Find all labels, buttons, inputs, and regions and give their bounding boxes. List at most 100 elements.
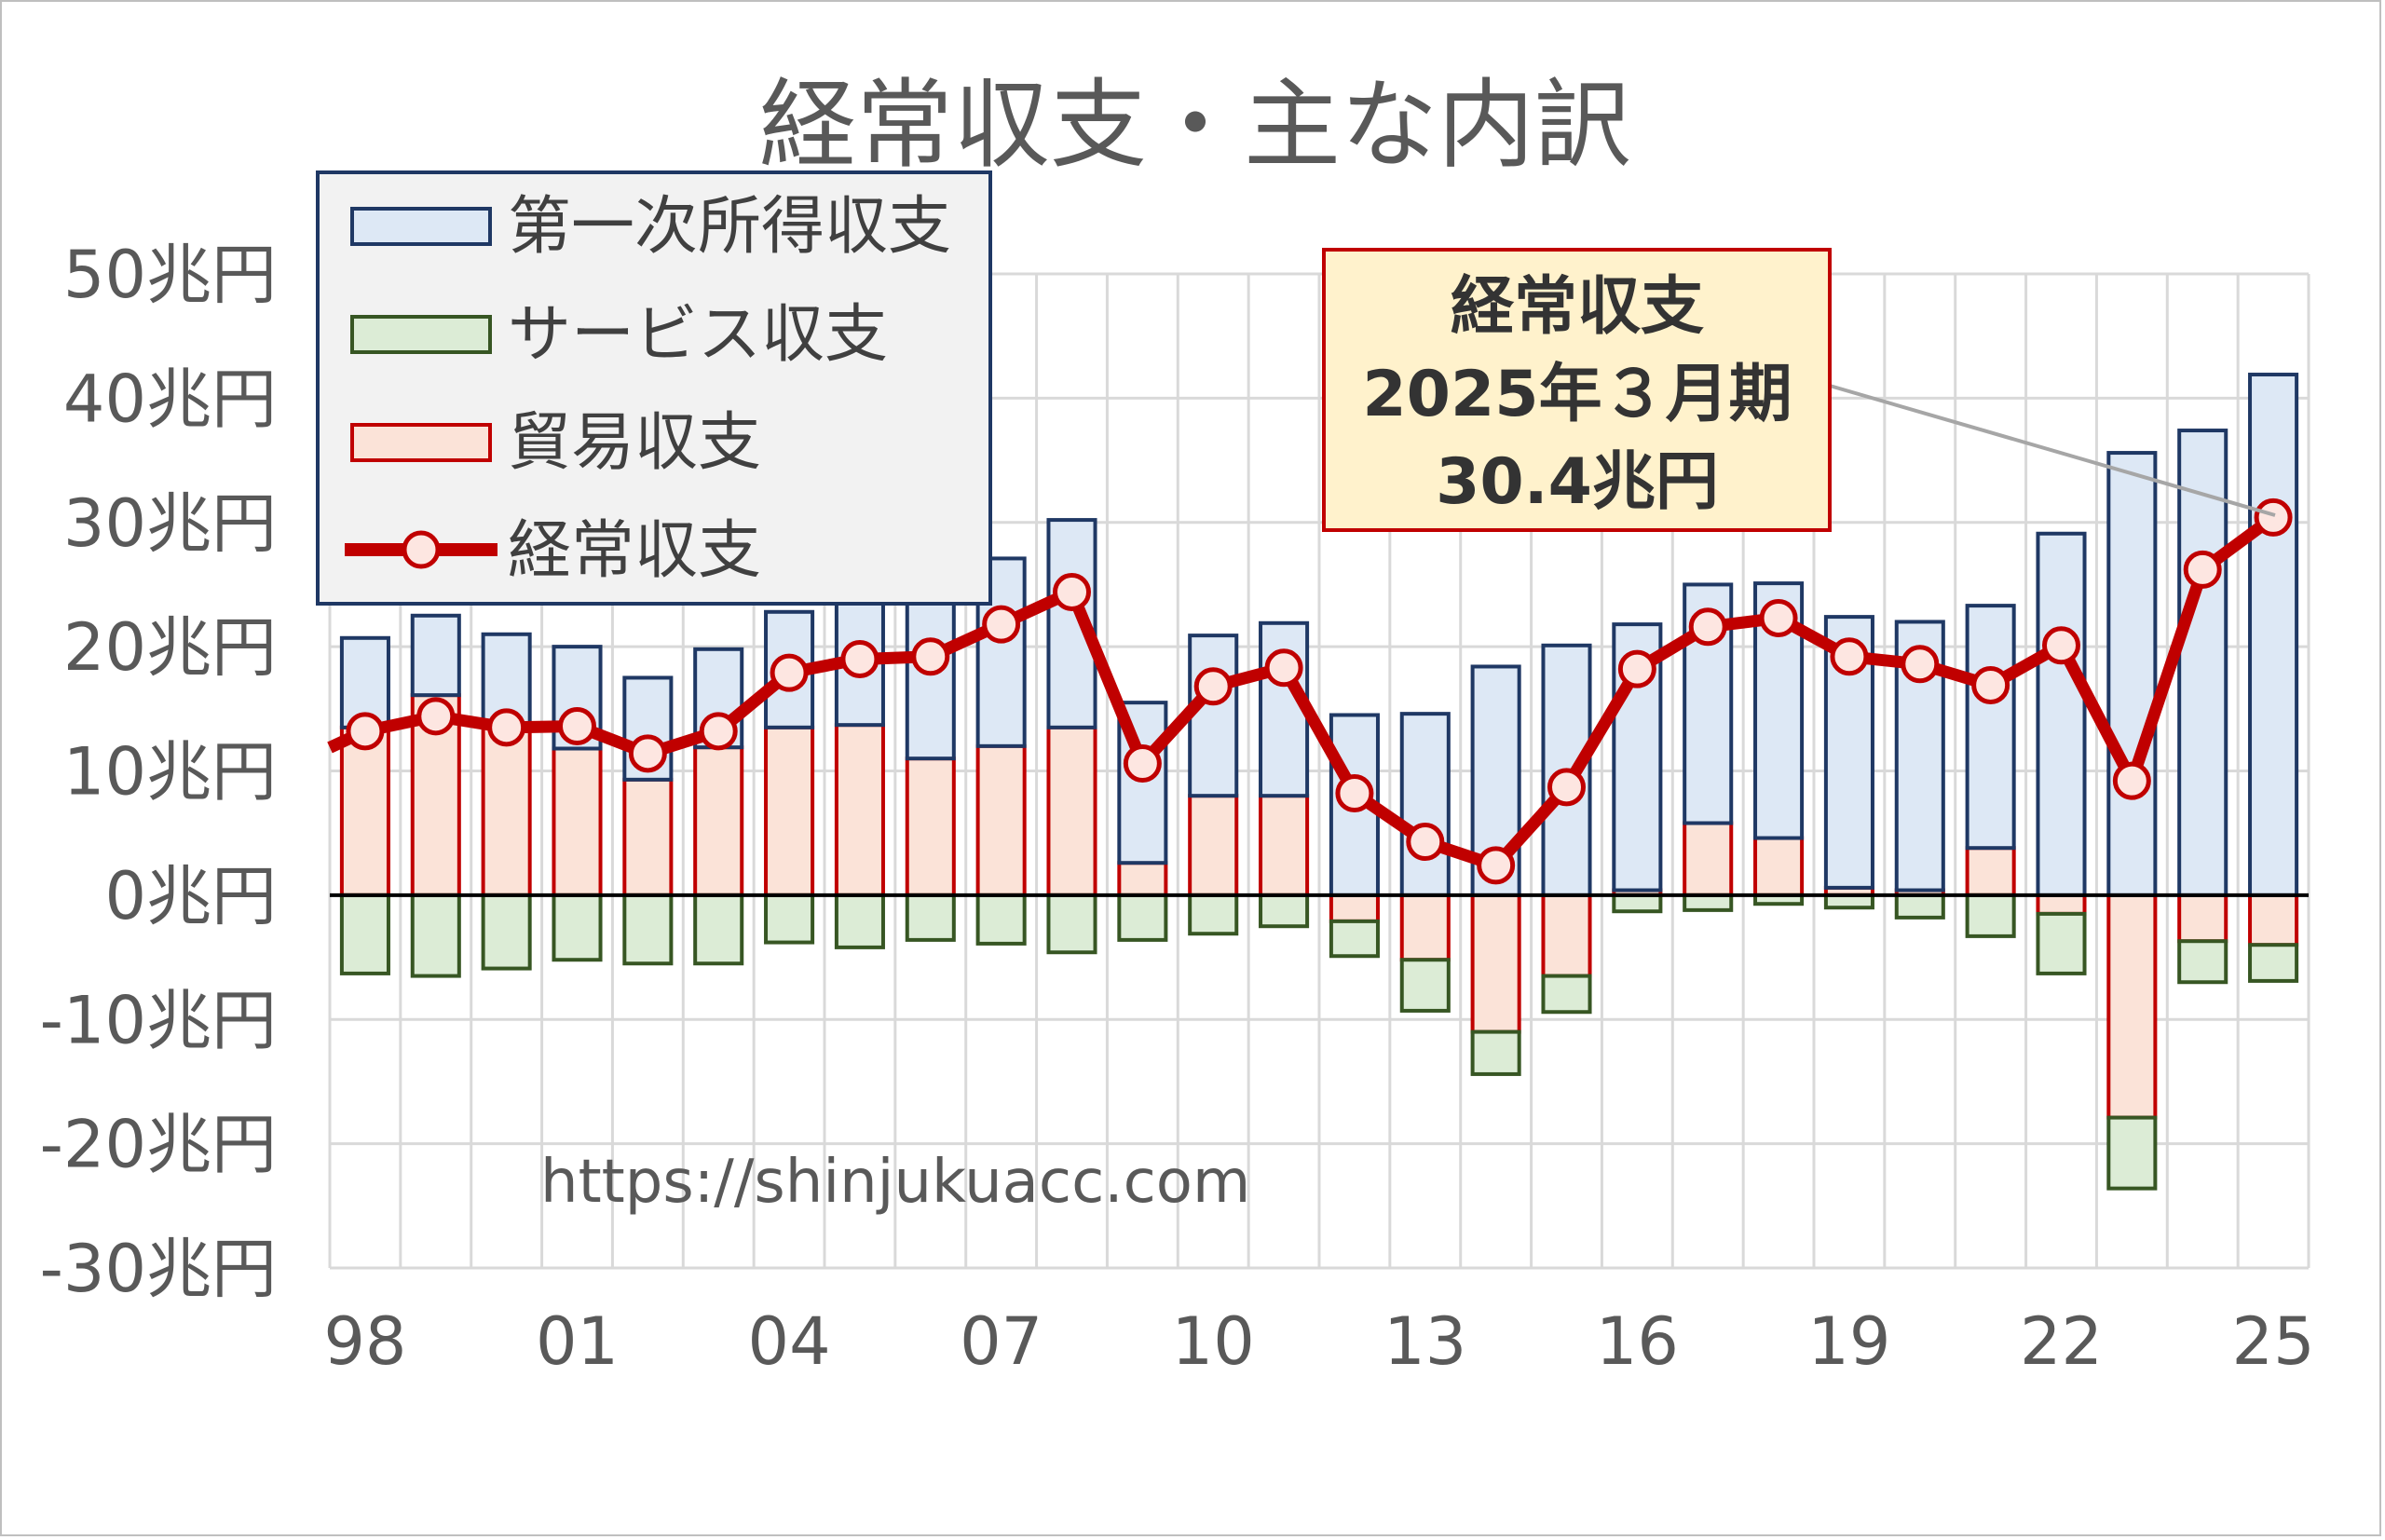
legend-swatch-primary-income — [350, 207, 492, 246]
marker-current-account — [346, 712, 385, 751]
bar-services-balance — [1541, 974, 1592, 1015]
bar-trade-balance — [1470, 893, 1521, 1034]
bar-services-balance — [552, 893, 603, 962]
legend-swatch-services — [350, 315, 492, 354]
bars — [339, 373, 2299, 1191]
marker-current-account — [2254, 497, 2293, 537]
bar-services-balance — [2106, 1115, 2158, 1191]
chart-title: 経常収支・主な内訳 — [759, 68, 1631, 182]
x-tick-label: 98 — [323, 1303, 406, 1380]
bar-primary-income — [1399, 712, 1451, 897]
marker-current-account — [2183, 550, 2222, 589]
marker-current-account — [1053, 572, 1091, 611]
bar-trade-balance — [1965, 846, 2016, 897]
marker-current-account — [1477, 846, 1516, 885]
bar-trade-balance — [481, 724, 532, 897]
marker-current-account — [1688, 607, 1727, 647]
callout-line-2: 2025年３月期 — [1362, 358, 1792, 431]
marker-current-account — [1901, 645, 1940, 684]
bar-services-balance — [2036, 911, 2087, 975]
marker-current-account — [1971, 665, 2010, 704]
y-axis-ticks: 50兆円 40兆円 30兆円 20兆円 10兆円 0兆円 -10兆円 -20兆円 -30兆円 — [40, 237, 277, 1307]
bar-services-balance — [410, 893, 461, 978]
bar-services-balance — [2248, 943, 2299, 983]
bar-services-balance — [1612, 893, 1663, 914]
bar-trade-balance — [975, 743, 1027, 897]
legend-marker-current-account — [402, 530, 441, 569]
x-axis-ticks: 98 01 04 07 10 13 16 19 22 25 — [323, 1303, 2314, 1380]
bar-services-balance — [1683, 893, 1734, 912]
bar-trade-balance — [2248, 893, 2299, 947]
marker-current-account — [1406, 823, 1445, 862]
bar-services-balance — [2177, 939, 2228, 985]
bar-trade-balance — [1259, 794, 1310, 897]
marker-current-account — [2112, 761, 2151, 800]
bar-services-balance — [764, 893, 815, 945]
marker-current-account — [416, 697, 456, 736]
bar-primary-income — [2106, 451, 2158, 897]
y-tick-label: -30兆円 — [40, 1231, 277, 1307]
x-tick-label: 07 — [960, 1303, 1043, 1380]
legend-label-services: サービス収支 — [508, 298, 888, 372]
marker-current-account — [487, 708, 526, 747]
x-tick-label: 22 — [2020, 1303, 2103, 1380]
x-tick-label: 25 — [2232, 1303, 2315, 1380]
bar-trade-balance — [1683, 821, 1734, 897]
marker-current-account — [1759, 598, 1798, 637]
marker-current-account — [1264, 648, 1303, 688]
x-tick-label: 16 — [1596, 1303, 1679, 1380]
y-tick-label: 20兆円 — [63, 609, 277, 686]
bar-services-balance — [339, 893, 390, 975]
callout-leader-line — [1829, 384, 2276, 517]
bar-trade-balance — [1541, 893, 1592, 978]
marker-current-account — [840, 639, 879, 678]
bar-primary-income — [2036, 531, 2087, 897]
x-tick-label: 19 — [1807, 1303, 1890, 1380]
bar-services-balance — [975, 893, 1027, 946]
bar-trade-balance — [622, 777, 674, 897]
marker-current-account — [1547, 768, 1586, 807]
bar-services-balance — [481, 893, 532, 971]
bar-trade-balance — [1188, 794, 1239, 897]
bar-services-balance — [1188, 893, 1239, 936]
bar-trade-balance — [2106, 893, 2158, 1120]
x-tick-label: 04 — [748, 1303, 831, 1380]
bar-primary-income — [410, 613, 461, 698]
bar-trade-balance — [1753, 836, 1805, 897]
marker-current-account — [1193, 667, 1233, 706]
y-tick-label: 0兆円 — [104, 858, 277, 934]
bar-services-balance — [1965, 893, 2016, 938]
callout-line-1: 経常収支 — [1451, 270, 1704, 344]
marker-current-account — [1123, 743, 1162, 783]
legend-label-trade: 貿易収支 — [508, 406, 761, 480]
marker-current-account — [1830, 637, 1869, 676]
bar-trade-balance — [2177, 893, 2228, 944]
bar-trade-balance — [1117, 861, 1168, 897]
bar-services-balance — [1894, 893, 1945, 920]
y-tick-label: 10兆円 — [63, 734, 277, 811]
x-tick-label: 13 — [1383, 1303, 1466, 1380]
x-tick-label: 01 — [536, 1303, 619, 1380]
callout-box — [1322, 248, 1832, 532]
marker-current-account — [699, 712, 738, 751]
bar-primary-income — [1188, 634, 1239, 798]
bar-services-balance — [1329, 919, 1380, 959]
y-tick-label: 30兆円 — [63, 485, 277, 562]
bar-trade-balance — [1046, 725, 1097, 897]
bar-trade-balance — [2036, 893, 2087, 916]
legend-label-current-account: 経常収支 — [508, 514, 761, 588]
bar-services-balance — [1470, 1029, 1521, 1076]
bar-services-balance — [693, 893, 744, 966]
marker-current-account — [1617, 649, 1656, 688]
marker-current-account — [770, 653, 809, 692]
bar-trade-balance — [693, 745, 744, 897]
callout: 経常収支 2025年３月期 30.4兆円 — [1322, 248, 2276, 532]
callout-line-3: 30.4兆円 — [1436, 445, 1719, 519]
legend: 第一次所得収支 サービス収支 貿易収支 経常収支 — [316, 170, 992, 606]
bar-trade-balance — [905, 756, 956, 897]
legend-swatch-trade — [350, 423, 492, 462]
bar-primary-income — [905, 593, 956, 761]
marker-current-account — [911, 637, 950, 676]
bar-services-balance — [1823, 893, 1874, 910]
